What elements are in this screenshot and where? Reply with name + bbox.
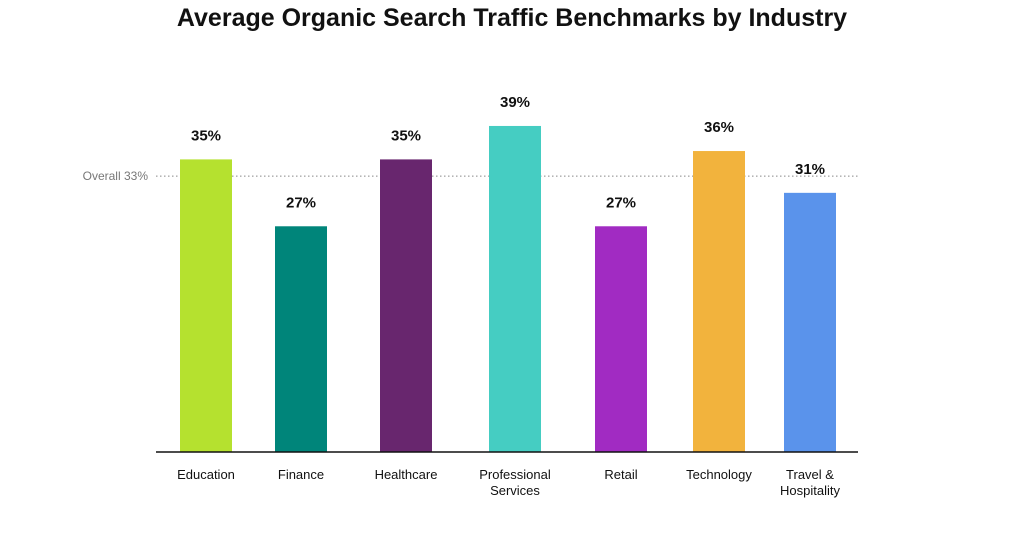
category-label-3: Professional — [479, 467, 551, 482]
category-label-2: Healthcare — [375, 467, 438, 482]
category-label-0: Education — [177, 467, 235, 482]
bar-4 — [595, 226, 647, 452]
data-label-1: 27% — [286, 194, 316, 211]
data-label-5: 36% — [704, 119, 734, 136]
category-label-6: Hospitality — [780, 483, 840, 498]
category-label-3: Services — [490, 483, 540, 498]
chart-title: Average Organic Search Traffic Benchmark… — [176, 4, 848, 32]
bar-5 — [693, 151, 745, 453]
data-label-3: 39% — [500, 94, 530, 111]
data-label-4: 27% — [606, 194, 636, 211]
data-label-6: 31% — [795, 161, 825, 178]
bar-2 — [380, 159, 432, 452]
bar-1 — [275, 226, 327, 452]
reference-line-label: Overall 33% — [83, 169, 149, 183]
category-label-6: Travel & — [786, 467, 834, 482]
bar-3 — [489, 125, 541, 453]
bar-0 — [180, 159, 232, 452]
category-label-4: Retail — [604, 467, 637, 482]
data-label-0: 35% — [191, 127, 221, 144]
bar-6 — [784, 192, 836, 452]
category-label-5: Technology — [686, 467, 752, 482]
data-label-2: 35% — [391, 127, 421, 144]
category-label-1: Finance — [278, 467, 324, 482]
